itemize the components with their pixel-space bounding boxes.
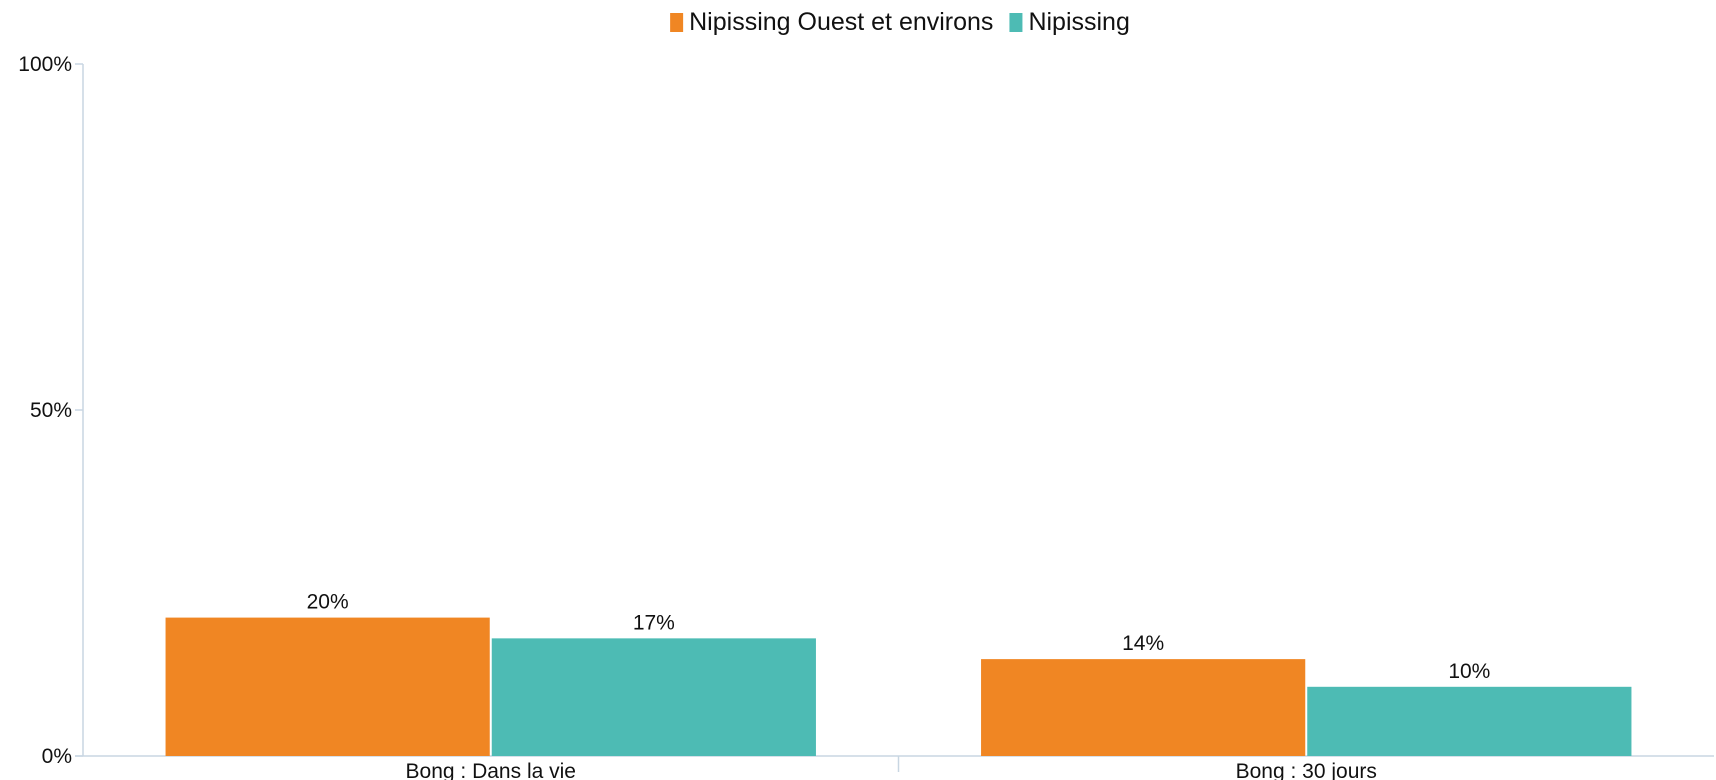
x-tick-label-bong-30-jours: Bong : 30 jours <box>1236 760 1377 780</box>
data-label-nipissing-ouest-et-environs-bong-dans-la-vie: 20% <box>307 591 349 614</box>
y-tick-label: 50% <box>30 399 72 422</box>
legend-swatch <box>1009 13 1023 32</box>
y-tick-label: 100% <box>18 53 72 76</box>
legend-label: Nipissing <box>1028 8 1129 36</box>
bar-nipissing-bong-30-jours <box>1307 686 1632 756</box>
x-tick-label-bong-dans-la-vie: Bong : Dans la vie <box>406 760 576 780</box>
legend: Nipissing Ouest et environs Nipissing <box>670 8 1130 36</box>
bars <box>165 617 1632 756</box>
bar-nipissing-ouest-et-environs-bong-dans-la-vie <box>165 617 490 756</box>
y-tick-label: 0% <box>42 745 72 768</box>
x-axis: Bong : Dans la vie Bong : 30 jours <box>75 755 1714 780</box>
legend-swatch <box>670 13 684 32</box>
bar-nipissing-ouest-et-environs-bong-30-jours <box>981 659 1306 756</box>
legend-item-nipissing-ouest-et-environs: Nipissing Ouest et environs <box>670 8 993 36</box>
data-label-nipissing-ouest-et-environs-bong-30-jours: 14% <box>1122 632 1164 655</box>
y-axis: 0% 50% 100% <box>18 53 84 768</box>
data-label-nipissing-bong-dans-la-vie: 17% <box>633 611 675 634</box>
bar-nipissing-bong-dans-la-vie <box>491 638 816 756</box>
data-label-nipissing-bong-30-jours: 10% <box>1448 660 1490 683</box>
data-labels: 20% 17% 14% 10% <box>307 591 1491 683</box>
legend-item-nipissing: Nipissing <box>1009 8 1130 36</box>
legend-label: Nipissing Ouest et environs <box>689 8 993 36</box>
